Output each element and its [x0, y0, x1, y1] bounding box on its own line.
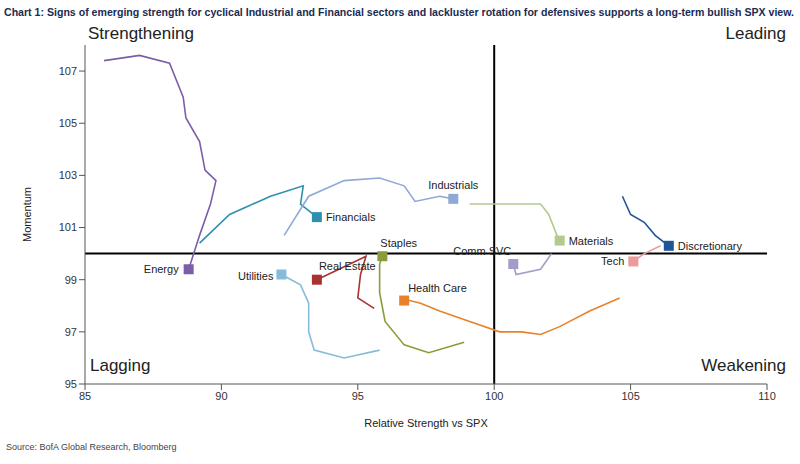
svg-text:Momentum: Momentum — [21, 187, 33, 242]
svg-text:Discretionary: Discretionary — [678, 240, 743, 252]
svg-text:97: 97 — [65, 326, 77, 338]
svg-text:110: 110 — [758, 390, 776, 402]
svg-text:105: 105 — [59, 117, 77, 129]
svg-text:Chart 1: Signs of emerging str: Chart 1: Signs of emerging strength for … — [8, 6, 792, 18]
svg-text:Utilities: Utilities — [238, 270, 274, 282]
svg-text:90: 90 — [215, 390, 227, 402]
svg-text:107: 107 — [59, 65, 77, 77]
svg-text:Real Estate: Real Estate — [319, 260, 376, 272]
svg-text:Materials: Materials — [569, 235, 614, 247]
svg-text:95: 95 — [65, 378, 77, 390]
svg-text:Tech: Tech — [601, 255, 624, 267]
html-text:Leading: Leading — [725, 24, 786, 43]
html-text:Lagging: Lagging — [90, 356, 151, 375]
html-text:Strengthening: Strengthening — [88, 24, 194, 43]
svg-text:Relative Strength vs SPX: Relative Strength vs SPX — [364, 417, 488, 429]
svg-text:Industrials: Industrials — [428, 179, 479, 191]
svg-text:Energy: Energy — [144, 263, 179, 275]
svg-text:103: 103 — [59, 169, 77, 181]
svg-text:Comm SVC: Comm SVC — [453, 245, 511, 257]
html-text:Source: BofA Global Research,: Source: BofA Global Research, Bloomberg — [6, 442, 177, 452]
svg-text:101: 101 — [59, 221, 77, 233]
svg-text:Staples: Staples — [380, 237, 417, 249]
html-text:Weakening: Weakening — [701, 356, 786, 375]
svg-text:105: 105 — [621, 390, 639, 402]
svg-text:Financials: Financials — [326, 211, 376, 223]
svg-text:85: 85 — [79, 390, 91, 402]
svg-text:100: 100 — [485, 390, 503, 402]
svg-text:99: 99 — [65, 274, 77, 286]
svg-text:95: 95 — [352, 390, 364, 402]
svg-text:Health Care: Health Care — [408, 282, 467, 294]
